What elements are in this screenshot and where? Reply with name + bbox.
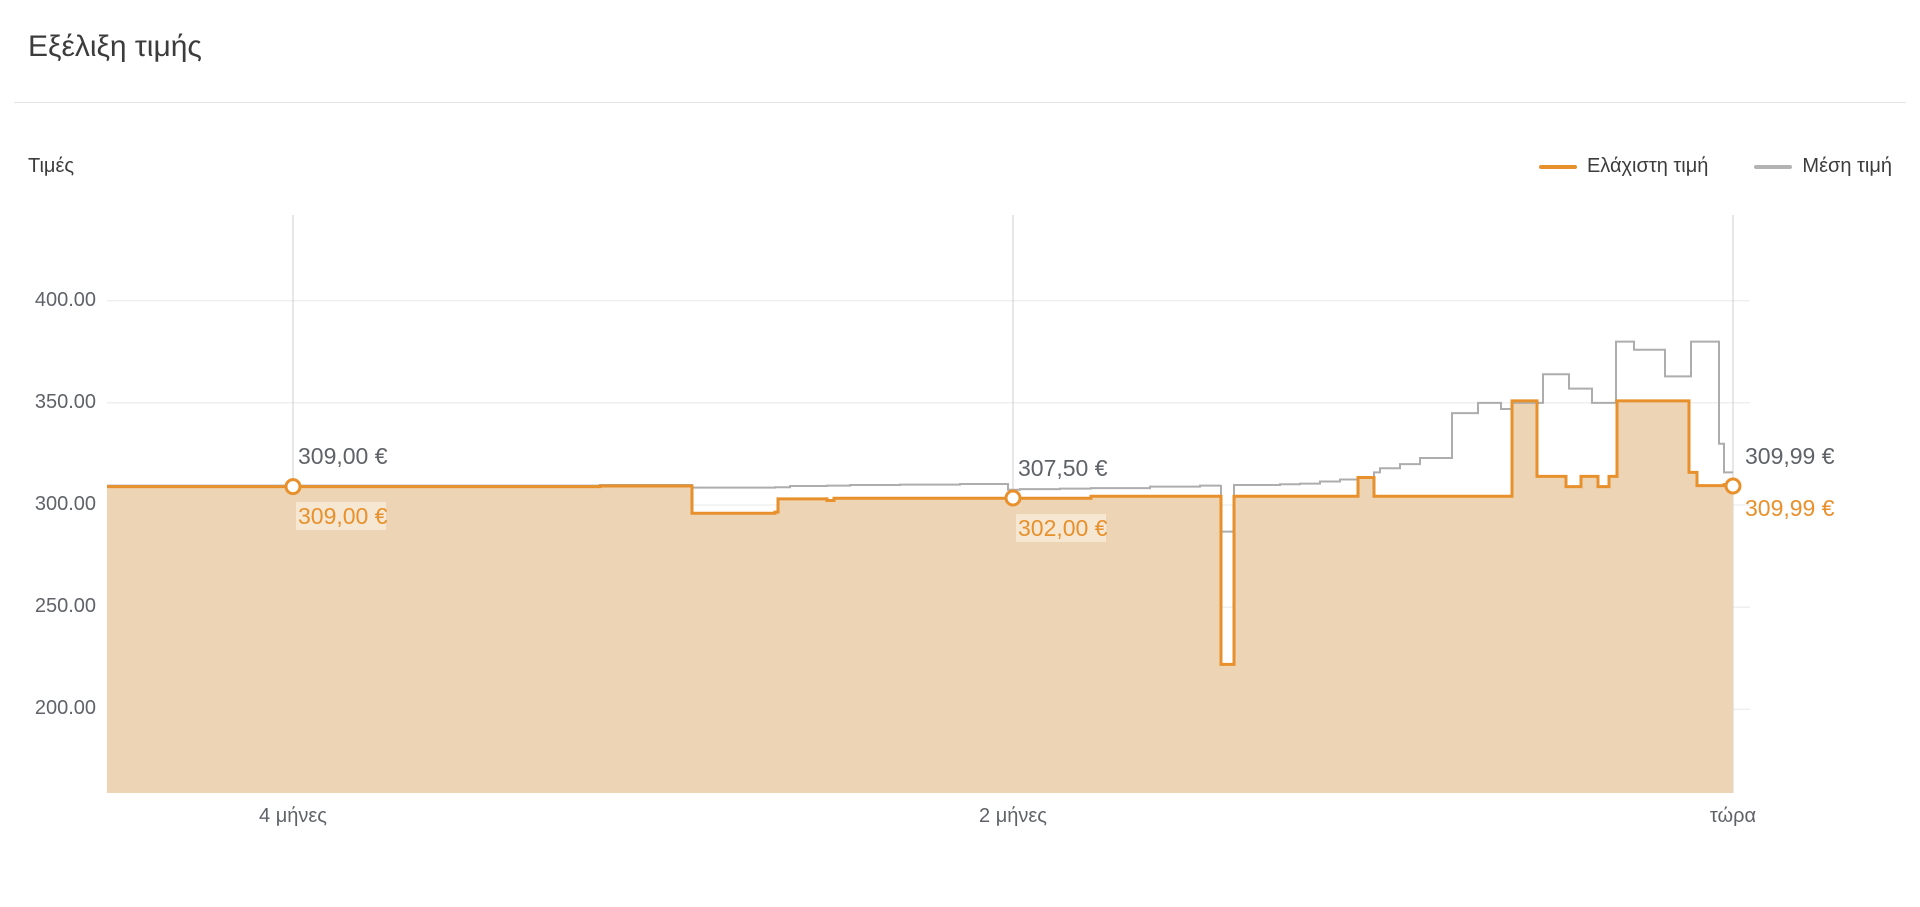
svg-text:309,99 €: 309,99 € — [1745, 443, 1835, 469]
svg-text:350.00: 350.00 — [35, 391, 96, 413]
svg-text:400.00: 400.00 — [35, 289, 96, 311]
svg-text:309,00 €: 309,00 € — [298, 443, 388, 469]
svg-text:300.00: 300.00 — [35, 493, 96, 515]
svg-text:250.00: 250.00 — [35, 595, 96, 617]
svg-text:τώρα: τώρα — [1710, 805, 1756, 827]
svg-text:200.00: 200.00 — [35, 697, 96, 719]
svg-text:309,00 €: 309,00 € — [298, 503, 388, 529]
svg-text:2 μήνες: 2 μήνες — [979, 805, 1047, 827]
svg-text:307,50 €: 307,50 € — [1018, 455, 1108, 481]
svg-text:302,00 €: 302,00 € — [1018, 515, 1108, 541]
svg-text:4 μήνες: 4 μήνες — [259, 805, 327, 827]
svg-text:309,99 €: 309,99 € — [1745, 495, 1835, 521]
